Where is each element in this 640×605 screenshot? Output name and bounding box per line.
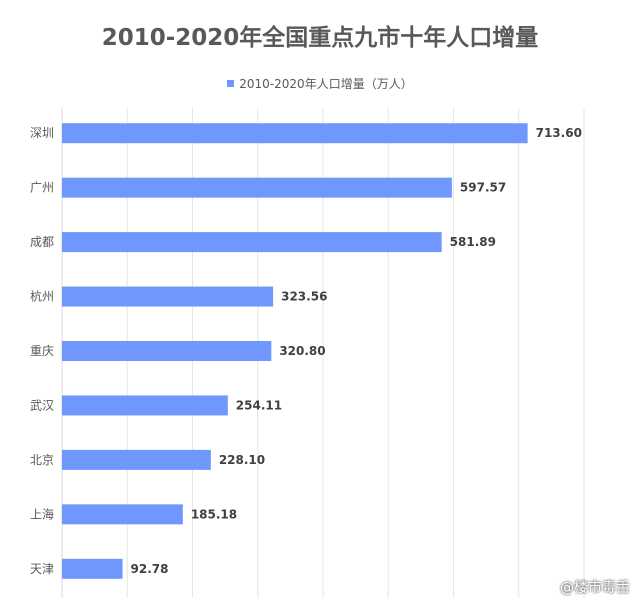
bar-value-label: 254.11 xyxy=(236,398,282,412)
category-tick-label: 广州 xyxy=(30,181,54,195)
legend-swatch xyxy=(227,80,235,87)
watermark-text: @楼市毒舌 xyxy=(560,580,630,596)
bar-value-label: 320.80 xyxy=(279,344,325,358)
bar xyxy=(62,286,274,307)
category-tick-label: 上海 xyxy=(30,506,54,521)
category-tick-label: 深圳 xyxy=(30,126,54,140)
category-tick-label: 重庆 xyxy=(30,344,54,358)
bar xyxy=(62,341,272,361)
category-tick-label: 武汉 xyxy=(30,398,54,412)
category-tick-label: 成都 xyxy=(30,235,54,249)
bar-value-label: 228.10 xyxy=(219,453,265,467)
bar-value-label: 581.89 xyxy=(450,235,496,249)
legend-label: 2010-2020年人口增量（万人） xyxy=(239,77,413,91)
bar xyxy=(62,449,211,470)
chart-legend: 2010-2020年人口增量（万人） xyxy=(0,75,640,92)
category-tick-label: 天津 xyxy=(30,562,54,576)
bar xyxy=(62,232,442,253)
category-tick-label: 北京 xyxy=(30,453,54,467)
bar-value-label: 597.57 xyxy=(460,181,506,195)
bar xyxy=(62,123,528,144)
category-tick-label: 杭州 xyxy=(30,289,54,304)
bar xyxy=(62,395,228,416)
bar xyxy=(62,558,123,579)
bar xyxy=(62,504,183,525)
bar-value-label: 185.18 xyxy=(191,507,237,521)
bar xyxy=(62,177,452,198)
bar-value-label: 92.78 xyxy=(131,562,169,576)
chart-title: 2010-2020年全国重点九市十年人口增量 xyxy=(101,25,539,51)
bar-value-label: 323.56 xyxy=(281,290,327,304)
bar-value-label: 713.60 xyxy=(536,126,582,140)
